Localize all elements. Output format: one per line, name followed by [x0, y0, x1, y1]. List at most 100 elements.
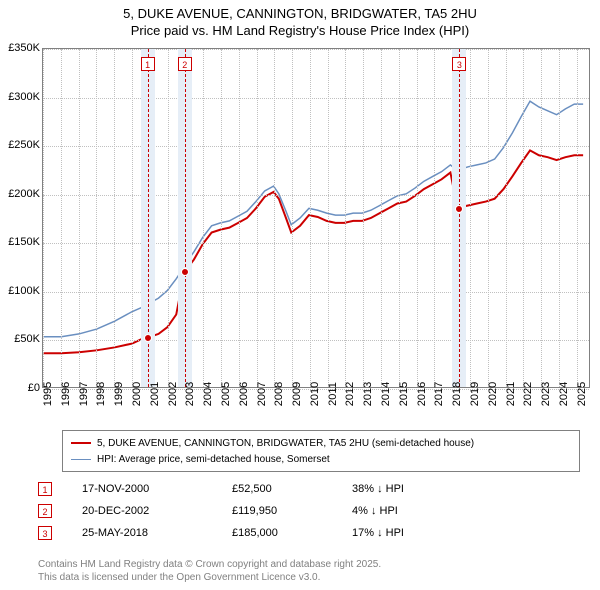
gridline-horizontal [43, 49, 589, 50]
sale-date-3: 25-MAY-2018 [82, 527, 232, 539]
gridline-vertical [43, 49, 44, 387]
gridline-vertical [417, 49, 418, 387]
gridline-vertical [96, 49, 97, 387]
gridline-horizontal [43, 243, 589, 244]
y-axis-label: £150K [0, 236, 40, 248]
sale-number-3: 3 [38, 526, 52, 540]
x-axis-label: 2015 [398, 382, 410, 406]
gridline-vertical [434, 49, 435, 387]
sales-row-1: 1 17-NOV-2000 £52,500 38% ↓ HPI [38, 478, 580, 500]
y-axis-label: £0 [0, 382, 40, 394]
x-axis-label: 2020 [487, 382, 499, 406]
gridline-vertical [203, 49, 204, 387]
legend-swatch-hpi [71, 459, 91, 460]
chart-title-block: 5, DUKE AVENUE, CANNINGTON, BRIDGWATER, … [0, 0, 600, 38]
sale-price-3: £185,000 [232, 527, 352, 539]
gridline-vertical [345, 49, 346, 387]
gridline-vertical [239, 49, 240, 387]
x-axis-label: 2010 [309, 382, 321, 406]
gridline-vertical [399, 49, 400, 387]
series-line-hpi [44, 101, 584, 337]
gridline-horizontal [43, 98, 589, 99]
legend-row-hpi: HPI: Average price, semi-detached house,… [71, 451, 571, 467]
x-axis-label: 2001 [149, 382, 161, 406]
x-axis-label: 2025 [576, 382, 588, 406]
sale-price-1: £52,500 [232, 483, 352, 495]
sales-row-3: 3 25-MAY-2018 £185,000 17% ↓ HPI [38, 522, 580, 544]
sale-date-2: 20-DEC-2002 [82, 505, 232, 517]
x-axis-label: 1998 [95, 382, 107, 406]
gridline-vertical [559, 49, 560, 387]
y-axis-label: £100K [0, 285, 40, 297]
sale-marker-number: 3 [452, 57, 466, 71]
sale-price-2: £119,950 [232, 505, 352, 517]
x-axis-label: 1995 [42, 382, 54, 406]
gridline-vertical [292, 49, 293, 387]
gridline-vertical [257, 49, 258, 387]
attribution-footer: Contains HM Land Registry data © Crown c… [38, 558, 590, 584]
x-axis-label: 2014 [380, 382, 392, 406]
sale-marker-number: 1 [141, 57, 155, 71]
x-axis-label: 1999 [113, 382, 125, 406]
gridline-vertical [328, 49, 329, 387]
gridline-vertical [310, 49, 311, 387]
x-axis-label: 2006 [238, 382, 250, 406]
gridline-vertical [523, 49, 524, 387]
sale-date-1: 17-NOV-2000 [82, 483, 232, 495]
gridline-vertical [114, 49, 115, 387]
y-axis-label: £250K [0, 139, 40, 151]
x-axis-label: 2018 [451, 382, 463, 406]
legend-swatch-property [71, 442, 91, 444]
y-axis-label: £200K [0, 188, 40, 200]
sale-marker-line [459, 49, 460, 387]
y-axis-label: £300K [0, 91, 40, 103]
legend-row-property: 5, DUKE AVENUE, CANNINGTON, BRIDGWATER, … [71, 435, 571, 451]
sale-delta-1: 38% ↓ HPI [352, 483, 492, 495]
chart-plot-area: 1 2 3 [42, 48, 590, 388]
gridline-vertical [541, 49, 542, 387]
gridline-vertical [488, 49, 489, 387]
x-axis-label: 2005 [220, 382, 232, 406]
x-axis-label: 2002 [167, 382, 179, 406]
gridline-vertical [506, 49, 507, 387]
x-axis-label: 2000 [131, 382, 143, 406]
sale-point-dot [181, 268, 189, 276]
sales-table: 1 17-NOV-2000 £52,500 38% ↓ HPI 2 20-DEC… [38, 478, 580, 544]
gridline-vertical [381, 49, 382, 387]
x-axis-label: 2023 [540, 382, 552, 406]
legend-label-hpi: HPI: Average price, semi-detached house,… [97, 454, 330, 465]
gridline-vertical [577, 49, 578, 387]
sale-point-dot [144, 334, 152, 342]
gridline-horizontal [43, 146, 589, 147]
title-address: 5, DUKE AVENUE, CANNINGTON, BRIDGWATER, … [0, 6, 600, 21]
y-axis-label: £50K [0, 333, 40, 345]
x-axis-label: 2013 [362, 382, 374, 406]
sale-point-dot [455, 205, 463, 213]
x-axis-label: 2009 [291, 382, 303, 406]
x-axis-label: 2019 [469, 382, 481, 406]
chart-svg-canvas [43, 49, 589, 387]
sales-row-2: 2 20-DEC-2002 £119,950 4% ↓ HPI [38, 500, 580, 522]
gridline-vertical [221, 49, 222, 387]
x-axis-label: 2016 [416, 382, 428, 406]
gridline-vertical [168, 49, 169, 387]
gridline-vertical [79, 49, 80, 387]
legend-box: 5, DUKE AVENUE, CANNINGTON, BRIDGWATER, … [62, 430, 580, 472]
gridline-horizontal [43, 292, 589, 293]
gridline-horizontal [43, 340, 589, 341]
footer-line-2: This data is licensed under the Open Gov… [38, 571, 590, 584]
sale-marker-number: 2 [178, 57, 192, 71]
x-axis-label: 2022 [522, 382, 534, 406]
sale-marker-line [185, 49, 186, 387]
x-axis-label: 2003 [184, 382, 196, 406]
x-axis-label: 1996 [60, 382, 72, 406]
sale-number-1: 1 [38, 482, 52, 496]
gridline-vertical [274, 49, 275, 387]
x-axis-label: 2021 [505, 382, 517, 406]
x-axis-label: 2008 [273, 382, 285, 406]
gridline-vertical [363, 49, 364, 387]
title-subtitle: Price paid vs. HM Land Registry's House … [0, 23, 600, 38]
x-axis-label: 2004 [202, 382, 214, 406]
y-axis-label: £350K [0, 42, 40, 54]
gridline-vertical [132, 49, 133, 387]
